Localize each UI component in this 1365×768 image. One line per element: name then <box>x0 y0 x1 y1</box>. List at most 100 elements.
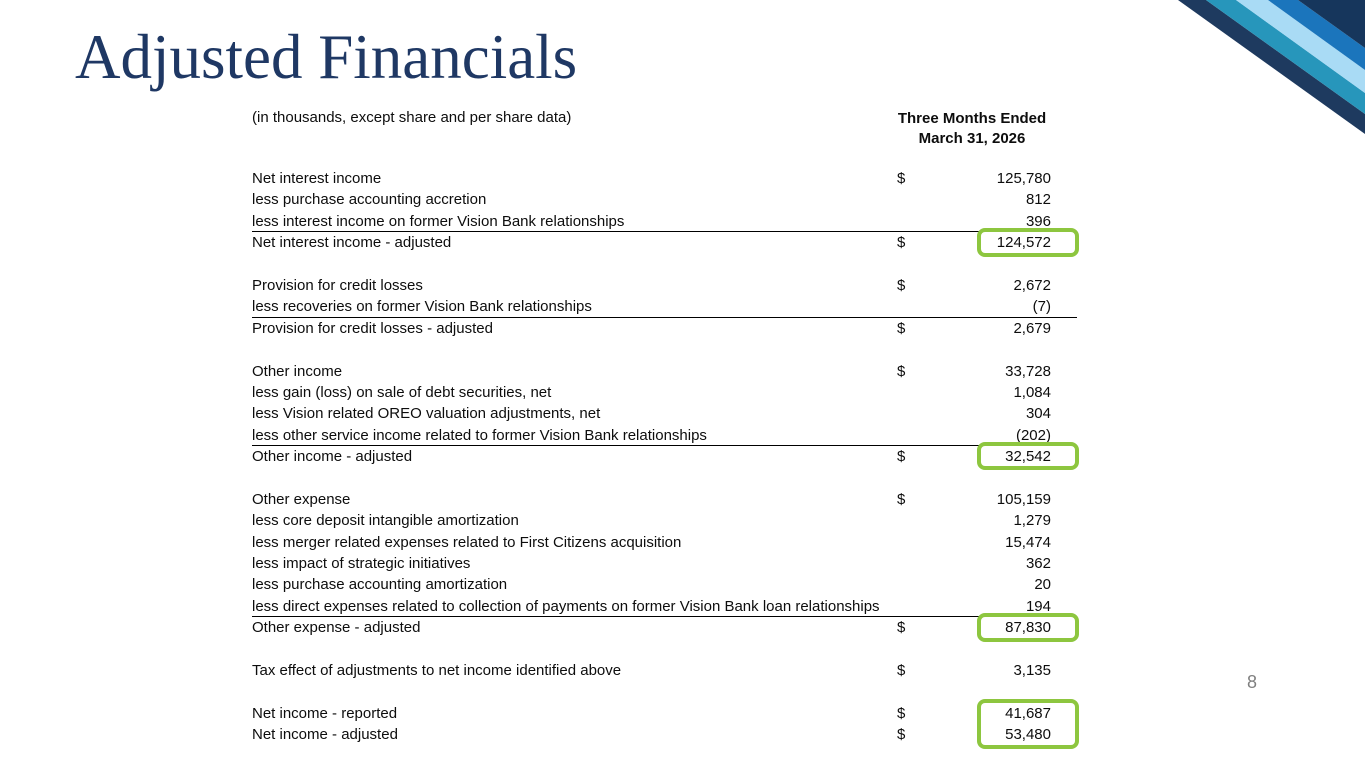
row-money: 20 <box>897 574 1077 595</box>
spacer-row <box>252 639 1077 660</box>
row-money: 396 <box>897 211 1077 231</box>
row-value: 396 <box>1025 212 1051 230</box>
row-money: $ 2,679 <box>897 318 1077 339</box>
row-label: less impact of strategic initiatives <box>252 555 471 573</box>
page-number: 8 <box>1247 672 1258 692</box>
row-money: 304 <box>897 403 1077 424</box>
row-value: 15,474 <box>1005 533 1051 551</box>
row-money: $ 2,672 <box>897 275 1077 296</box>
row-value: 304 <box>1025 405 1051 423</box>
row-money: 1,084 <box>897 382 1077 403</box>
row-value: 53,480 <box>1005 726 1051 744</box>
table-row: less impact of strategic initiatives 362 <box>252 553 1077 574</box>
row-money: $ 53,480 <box>897 723 1079 749</box>
row-money: $ 124,572 <box>897 228 1079 257</box>
table-row: Other expense $ 105,159 <box>252 489 1077 510</box>
row-value: 3,135 <box>1013 661 1051 679</box>
row-value: 20 <box>1034 576 1051 594</box>
row-label: less gain (loss) on sale of debt securit… <box>252 383 552 401</box>
row-value: 194 <box>1025 597 1051 615</box>
corner-stripe-light-blue <box>1236 0 1365 93</box>
dollar-sign: $ <box>897 704 906 722</box>
row-value: 125,780 <box>996 170 1051 187</box>
row-value: 41,687 <box>1005 704 1051 722</box>
period-header: Three Months Ended March 31, 2026 <box>872 109 1072 149</box>
row-money: $ 3,135 <box>897 660 1077 681</box>
corner-decoration <box>1178 0 1365 134</box>
row-value: (7) <box>1032 298 1051 316</box>
row-money: $ 105,159 <box>897 489 1077 510</box>
row-label: less purchase accounting amortization <box>252 576 508 594</box>
row-money: (202) <box>897 425 1077 445</box>
table-row: less purchase accounting amortization 20 <box>252 574 1077 595</box>
corner-stripe-royal <box>1268 0 1365 70</box>
page-title: Adjusted Financials <box>75 22 578 92</box>
table-row: less gain (loss) on sale of debt securit… <box>252 382 1077 403</box>
row-label: Other income - adjusted <box>252 448 413 466</box>
row-money: $ 125,780 <box>897 168 1077 189</box>
period-header-line1: Three Months Ended <box>897 110 1047 127</box>
row-label: Other expense <box>252 490 351 508</box>
row-value: 105,159 <box>996 490 1051 508</box>
dollar-sign: $ <box>897 661 906 679</box>
row-label: less Vision related OREO valuation adjus… <box>252 405 601 423</box>
row-value: (202) <box>1015 426 1051 444</box>
table-row: Net income - adjusted $ 53,480 <box>252 723 1079 749</box>
row-value: 812 <box>1025 191 1051 209</box>
row-money: $ 87,830 <box>897 613 1079 642</box>
dollar-sign: $ <box>897 448 906 466</box>
dollar-sign: $ <box>897 619 906 637</box>
table-row: Tax effect of adjustments to net income … <box>252 660 1077 681</box>
row-value: 1,084 <box>1013 383 1051 401</box>
row-label: Provision for credit losses - adjusted <box>252 319 493 337</box>
table-row: less other service income related to for… <box>252 425 1077 447</box>
row-label: Net interest income - adjusted <box>252 234 452 252</box>
dollar-sign: $ <box>897 276 906 294</box>
dollar-sign: $ <box>897 319 906 337</box>
row-value: 362 <box>1025 555 1051 573</box>
financial-table-body: Net interest income $ 125,780 less purch… <box>252 168 1079 749</box>
row-label: Net interest income <box>252 170 382 187</box>
dollar-sign: $ <box>897 234 906 252</box>
row-money: $ 41,687 <box>897 698 1079 726</box>
row-value: 124,572 <box>996 234 1051 252</box>
table-row: less merger related expenses related to … <box>252 532 1077 553</box>
table-caption: (in thousands, except share and per shar… <box>252 109 572 126</box>
dollar-sign: $ <box>897 490 906 508</box>
table-row: Net interest income - adjusted $ 124,572 <box>252 228 1079 257</box>
row-label: less merger related expenses related to … <box>252 533 682 551</box>
row-money: 15,474 <box>897 532 1077 553</box>
dollar-sign: $ <box>897 170 906 187</box>
spacer-row <box>252 681 1077 702</box>
spacer-row <box>252 254 1077 275</box>
dollar-sign: $ <box>897 726 906 744</box>
row-money: 1,279 <box>897 510 1077 531</box>
table-row: less Vision related OREO valuation adjus… <box>252 403 1077 424</box>
row-money: 194 <box>897 596 1077 616</box>
corner-stripe-navy <box>1178 0 1365 134</box>
table-row: Net income - reported $ 41,687 <box>252 698 1079 726</box>
row-value: 32,542 <box>1005 448 1051 466</box>
period-header-line2: March 31, 2026 <box>918 130 1026 147</box>
spacer-row <box>252 339 1077 360</box>
row-label: less core deposit intangible amortizatio… <box>252 512 519 530</box>
row-value: 87,830 <box>1005 619 1051 637</box>
row-label: less recoveries on former Vision Bank re… <box>252 298 592 316</box>
dollar-sign: $ <box>897 362 906 380</box>
row-label: less purchase accounting accretion <box>252 191 487 209</box>
table-row: less core deposit intangible amortizatio… <box>252 510 1077 531</box>
row-label: Net income - reported <box>252 704 398 722</box>
row-value: 2,679 <box>1013 319 1051 337</box>
row-label: Other expense - adjusted <box>252 619 421 637</box>
row-money: (7) <box>897 296 1077 316</box>
table-row: less direct expenses related to collecti… <box>252 596 1077 618</box>
row-money: $ 33,728 <box>897 361 1077 382</box>
table-row: Provision for credit losses - adjusted $… <box>252 318 1077 339</box>
row-money: 812 <box>897 189 1077 210</box>
table-row: less recoveries on former Vision Bank re… <box>252 296 1077 318</box>
table-row: Net interest income $ 125,780 <box>252 168 1077 189</box>
spacer-row <box>252 467 1077 488</box>
row-label: Provision for credit losses <box>252 276 423 294</box>
table-row: less interest income on former Vision Ba… <box>252 211 1077 233</box>
